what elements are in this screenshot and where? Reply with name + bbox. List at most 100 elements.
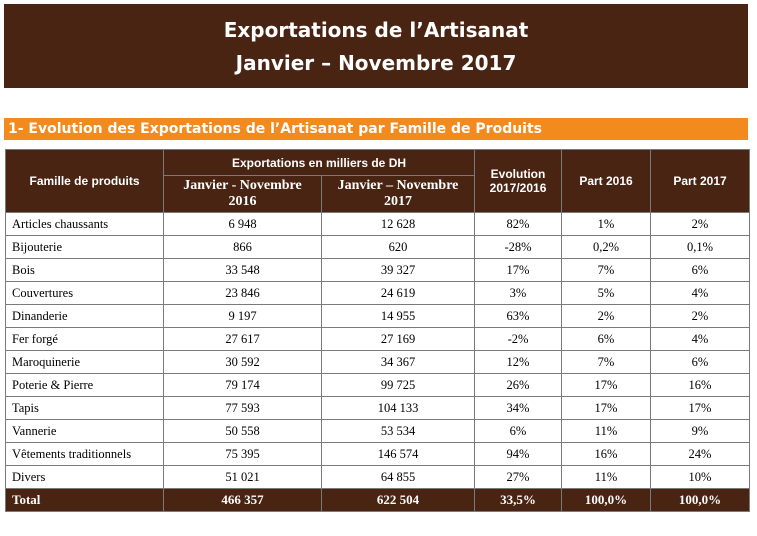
table-row: Divers 51 021 64 855 27% 11% 10%: [5, 465, 751, 489]
row-family: Vannerie: [5, 419, 164, 443]
header-period-2016: Janvier - Novembre 2016: [163, 175, 322, 213]
row-part-2016: 7%: [561, 350, 652, 374]
row-part-2017: 0,1%: [650, 235, 751, 259]
row-family: Dinanderie: [5, 304, 164, 328]
row-evolution: 82%: [474, 212, 563, 236]
total-part-2017: 100,0%: [650, 488, 751, 512]
header-evolution: Evolution 2017/2016: [474, 149, 563, 213]
table-row: Fer forgé 27 617 27 169 -2% 6% 4%: [5, 327, 751, 351]
row-family: Fer forgé: [5, 327, 164, 351]
row-exports-2016: 50 558: [163, 419, 322, 443]
row-evolution: 17%: [474, 258, 563, 282]
row-part-2017: 2%: [650, 212, 751, 236]
row-exports-2016: 33 548: [163, 258, 322, 282]
row-exports-2016: 77 593: [163, 396, 322, 420]
row-evolution: 27%: [474, 465, 563, 489]
document-title: Exportations de l’Artisanat: [223, 18, 529, 42]
row-family: Maroquinerie: [5, 350, 164, 374]
row-exports-2017: 12 628: [320, 212, 476, 236]
row-exports-2016: 75 395: [163, 442, 322, 466]
row-exports-2017: 53 534: [320, 419, 476, 443]
row-family: Poterie & Pierre: [5, 373, 164, 397]
row-exports-2017: 620: [320, 235, 476, 259]
row-family: Couvertures: [5, 281, 164, 305]
total-2016: 466 357: [163, 488, 322, 512]
row-part-2016: 17%: [561, 396, 652, 420]
total-row: Total 466 357 622 504 33,5% 100,0% 100,0…: [5, 488, 751, 512]
row-exports-2016: 866: [163, 235, 322, 259]
row-exports-2017: 34 367: [320, 350, 476, 374]
row-exports-2016: 79 174: [163, 373, 322, 397]
row-part-2017: 24%: [650, 442, 751, 466]
row-part-2017: 6%: [650, 258, 751, 282]
row-evolution: 63%: [474, 304, 563, 328]
row-family: Articles chaussants: [5, 212, 164, 236]
row-evolution: 12%: [474, 350, 563, 374]
row-part-2016: 0,2%: [561, 235, 652, 259]
row-part-2016: 2%: [561, 304, 652, 328]
section-heading: 1- Evolution des Exportations de l’Artis…: [4, 118, 748, 140]
total-label: Total: [5, 488, 164, 512]
row-part-2017: 6%: [650, 350, 751, 374]
row-part-2016: 17%: [561, 373, 652, 397]
table-row: Couvertures 23 846 24 619 3% 5% 4%: [5, 281, 751, 305]
row-exports-2016: 9 197: [163, 304, 322, 328]
row-part-2017: 9%: [650, 419, 751, 443]
row-family: Bijouterie: [5, 235, 164, 259]
row-part-2017: 10%: [650, 465, 751, 489]
exports-table: Famille de produits Exportations en mill…: [5, 149, 751, 512]
row-exports-2017: 104 133: [320, 396, 476, 420]
title-banner: Exportations de l’Artisanat Janvier – No…: [4, 4, 748, 88]
row-exports-2016: 23 846: [163, 281, 322, 305]
table-row: Articles chaussants 6 948 12 628 82% 1% 2%: [5, 212, 751, 236]
row-evolution: 34%: [474, 396, 563, 420]
row-evolution: 26%: [474, 373, 563, 397]
row-part-2017: 4%: [650, 327, 751, 351]
total-part-2016: 100,0%: [561, 488, 652, 512]
row-evolution: 94%: [474, 442, 563, 466]
row-exports-2016: 27 617: [163, 327, 322, 351]
row-family: Vêtements traditionnels: [5, 442, 164, 466]
table-row: Dinanderie 9 197 14 955 63% 2% 2%: [5, 304, 751, 328]
row-exports-2016: 6 948: [163, 212, 322, 236]
row-exports-2017: 64 855: [320, 465, 476, 489]
row-exports-2017: 27 169: [320, 327, 476, 351]
total-2017: 622 504: [320, 488, 476, 512]
row-exports-2017: 39 327: [320, 258, 476, 282]
table-row: Vannerie 50 558 53 534 6% 11% 9%: [5, 419, 751, 443]
table-row: Maroquinerie 30 592 34 367 12% 7% 6%: [5, 350, 751, 374]
row-part-2016: 16%: [561, 442, 652, 466]
table-row: Poterie & Pierre 79 174 99 725 26% 17% 16%: [5, 373, 751, 397]
row-evolution: 3%: [474, 281, 563, 305]
table-row: Bijouterie 866 620 -28% 0,2% 0,1%: [5, 235, 751, 259]
header-part-2016: Part 2016: [561, 149, 652, 213]
row-part-2017: 16%: [650, 373, 751, 397]
row-family: Tapis: [5, 396, 164, 420]
header-period-2017: Janvier – Novembre 2017: [320, 175, 476, 213]
row-exports-2016: 51 021: [163, 465, 322, 489]
row-evolution: -2%: [474, 327, 563, 351]
row-part-2016: 11%: [561, 419, 652, 443]
row-part-2016: 7%: [561, 258, 652, 282]
table-row: Vêtements traditionnels 75 395 146 574 94% 1…: [5, 442, 751, 466]
header-exports-group: Exportations en milliers de DH: [162, 149, 476, 176]
table-row: Bois 33 548 39 327 17% 7% 6%: [5, 258, 751, 282]
row-exports-2017: 99 725: [320, 373, 476, 397]
row-exports-2017: 14 955: [320, 304, 476, 328]
header-family: Famille de produits: [5, 149, 164, 213]
table-row: Tapis 77 593 104 133 34% 17% 17%: [5, 396, 751, 420]
row-exports-2017: 24 619: [320, 281, 476, 305]
total-evolution: 33,5%: [474, 488, 563, 512]
row-part-2016: 11%: [561, 465, 652, 489]
row-part-2017: 2%: [650, 304, 751, 328]
row-evolution: -28%: [474, 235, 563, 259]
header-part-2017: Part 2017: [650, 149, 751, 213]
row-part-2016: 6%: [561, 327, 652, 351]
row-part-2017: 4%: [650, 281, 751, 305]
row-family: Bois: [5, 258, 164, 282]
row-part-2016: 1%: [561, 212, 652, 236]
row-family: Divers: [5, 465, 164, 489]
row-part-2016: 5%: [561, 281, 652, 305]
row-part-2017: 17%: [650, 396, 751, 420]
row-exports-2017: 146 574: [320, 442, 476, 466]
